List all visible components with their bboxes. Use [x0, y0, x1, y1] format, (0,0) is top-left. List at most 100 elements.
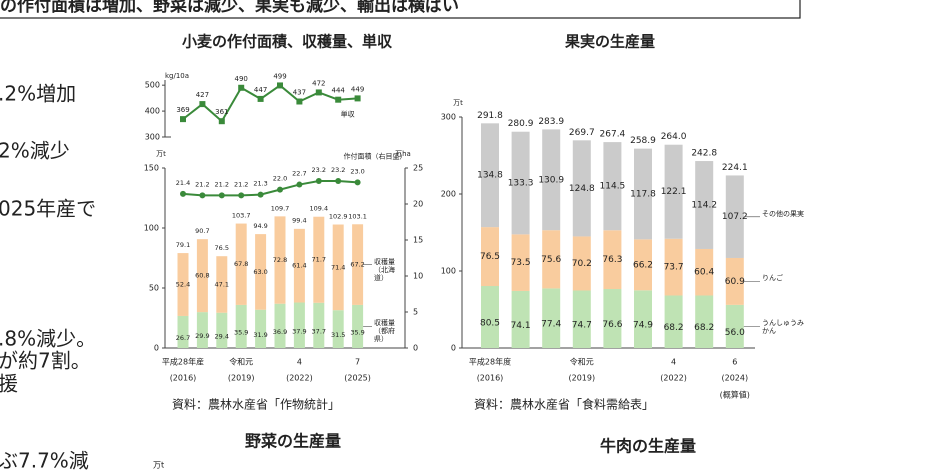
value-label: 71.7 — [312, 256, 326, 264]
point — [199, 192, 206, 199]
bar-segment — [216, 256, 228, 313]
bar-segment — [603, 230, 622, 290]
bar-segment — [542, 288, 561, 348]
chart-title: 小麦の作付面積、収穫量、単収 — [182, 33, 393, 51]
point — [277, 82, 283, 89]
value-label: 447 — [254, 86, 267, 94]
x-tick-year: (2019) — [228, 374, 255, 383]
x-tick-year: (2016) — [477, 374, 504, 383]
y-tick-label: 150 — [144, 164, 159, 173]
point — [180, 116, 186, 123]
bar-segment — [177, 253, 189, 316]
value-label: 70.2 — [572, 259, 592, 269]
bar-segment — [511, 234, 530, 291]
value-label: 133.3 — [508, 179, 534, 189]
value-label: 23.0 — [350, 167, 364, 175]
total-label: 79.1 — [176, 241, 190, 249]
point — [199, 101, 206, 108]
y2-tick-label: 15 — [413, 236, 423, 245]
x-tick-label: 4 — [297, 358, 302, 367]
x-tick-year: (2022) — [286, 374, 313, 383]
value-label: 67.8 — [234, 260, 248, 268]
value-label: 35.9 — [350, 328, 364, 336]
point — [296, 98, 303, 105]
x-tick-year: (2025) — [344, 374, 371, 383]
bar-segment — [572, 290, 591, 348]
bar-segment — [664, 295, 683, 348]
series-label: 作付面積（右目盛） — [344, 151, 407, 160]
bar-segment — [293, 302, 305, 348]
value-label: 21.2 — [195, 180, 209, 188]
bar-segment — [235, 223, 247, 305]
point — [335, 177, 342, 184]
bar-segment — [603, 142, 622, 231]
value-label: 437 — [293, 89, 306, 97]
bar-segment — [695, 295, 714, 348]
value-label: 22.0 — [273, 175, 287, 183]
value-label: 77.4 — [541, 320, 561, 330]
bar-segment — [664, 144, 683, 239]
point — [257, 95, 264, 102]
bar-segment — [572, 140, 591, 237]
y-tick-label: 400 — [145, 107, 160, 116]
bar-segment — [274, 303, 286, 348]
total-label: 103.1 — [348, 212, 367, 220]
value-label: 67.2 — [350, 261, 364, 269]
y2-tick-label: 5 — [413, 308, 418, 317]
value-label: 134.8 — [477, 171, 503, 181]
value-label: 36.9 — [273, 328, 287, 336]
chart-title: 果実の生産量 — [564, 33, 655, 51]
value-label: 76.5 — [480, 252, 500, 262]
bar-segment — [695, 161, 714, 249]
value-label: 76.3 — [602, 255, 622, 265]
value-label: 114.2 — [691, 201, 717, 211]
bar-segment — [725, 304, 744, 348]
y-tick-label: 0 — [154, 344, 159, 353]
bar-segment — [481, 123, 499, 228]
total-label: 109.7 — [271, 204, 290, 212]
y-tick-label: 300 — [145, 133, 160, 142]
y-unit: kg/10a — [165, 72, 189, 80]
value-label: 31.5 — [331, 331, 345, 339]
value-label: 361 — [215, 108, 228, 116]
legend-label: その他の果実 — [762, 209, 804, 218]
value-label: 56.0 — [725, 328, 745, 338]
unit-label: 万t — [153, 461, 164, 470]
total-label: 103.7 — [232, 212, 251, 220]
bar-segment — [634, 239, 652, 291]
value-label: 52.4 — [176, 281, 190, 289]
total-label: 90.7 — [195, 227, 209, 235]
bar-segment — [481, 227, 499, 287]
value-label: 21.2 — [215, 180, 229, 188]
value-label: 60.4 — [694, 268, 714, 278]
value-label: 35.9 — [234, 328, 248, 336]
bar-segment — [332, 224, 344, 311]
x-tick-label: 平成28年産 — [162, 357, 204, 367]
note: (概算値) — [720, 390, 750, 400]
total-label: 258.9 — [630, 136, 656, 146]
point — [315, 89, 322, 96]
value-label: 60.8 — [195, 272, 209, 280]
bar-segment — [274, 216, 286, 304]
bar-segment — [634, 290, 652, 348]
value-label: 369 — [176, 106, 189, 114]
bar-segment — [572, 236, 591, 291]
value-label: 75.6 — [541, 255, 561, 265]
value-label: 21.4 — [176, 179, 190, 187]
value-label: 490 — [235, 75, 248, 83]
x-tick-label: 4 — [671, 358, 676, 367]
value-label: 63.0 — [253, 268, 267, 276]
point — [354, 95, 361, 102]
total-label: 99.4 — [292, 217, 306, 225]
bar-segment — [542, 129, 561, 231]
value-label: 60.9 — [725, 277, 745, 287]
bar-segment — [725, 175, 744, 258]
legend-label: 収穫量（北海道） — [374, 257, 395, 282]
y2-tick-label: 25 — [413, 164, 423, 173]
line — [182, 179, 358, 197]
bar-segment — [235, 304, 247, 348]
section-title: 牛肉の生産量 — [600, 437, 696, 456]
value-label: 31.9 — [253, 331, 267, 339]
side-text: 援 — [0, 372, 18, 396]
